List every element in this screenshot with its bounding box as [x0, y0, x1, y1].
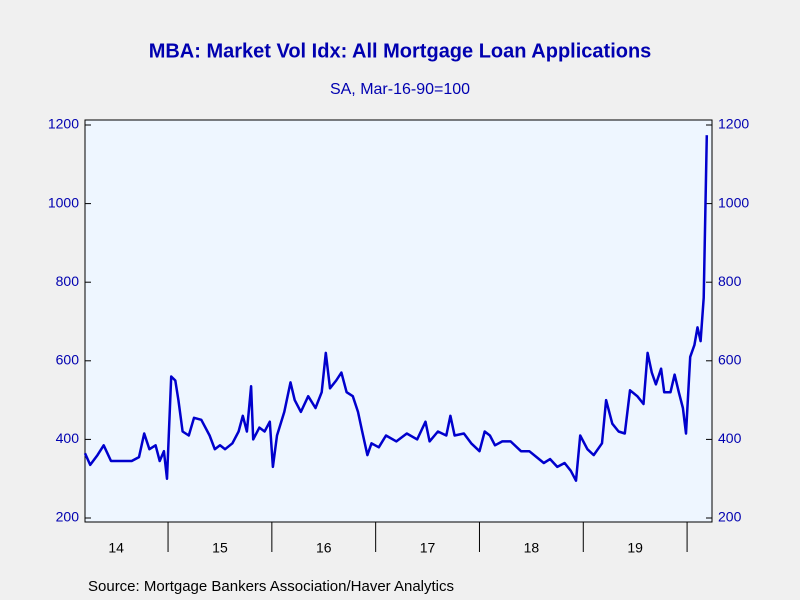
y-tick-label: 200 — [56, 509, 80, 525]
x-tick-label: 17 — [420, 540, 436, 556]
y-tick-label: 1000 — [48, 194, 79, 210]
y-tick-label: 400 — [56, 430, 80, 446]
y-tick-label: 600 — [56, 352, 80, 368]
x-tick-label: 15 — [212, 540, 228, 556]
x-tick-label: 14 — [108, 540, 124, 556]
x-tick-label: 18 — [524, 540, 540, 556]
x-tick-label: 19 — [627, 540, 643, 556]
chart-title: MBA: Market Vol Idx: All Mortgage Loan A… — [149, 40, 652, 62]
y2-tick-label: 1200 — [718, 116, 749, 132]
plot-area — [84, 119, 713, 523]
source-note: Source: Mortgage Bankers Association/Hav… — [88, 578, 454, 595]
y2-tick-label: 600 — [718, 352, 742, 368]
y2-tick-label: 1000 — [718, 194, 749, 210]
x-tick-label: 16 — [316, 540, 332, 556]
data-line — [83, 135, 709, 482]
y2-tick-label: 200 — [718, 509, 742, 525]
y2-tick-label: 800 — [718, 273, 742, 289]
y-tick-label: 1200 — [48, 116, 79, 132]
y-tick-label: 800 — [56, 273, 80, 289]
y2-tick-label: 400 — [718, 430, 742, 446]
chart-subtitle: SA, Mar-16-90=100 — [330, 81, 470, 98]
